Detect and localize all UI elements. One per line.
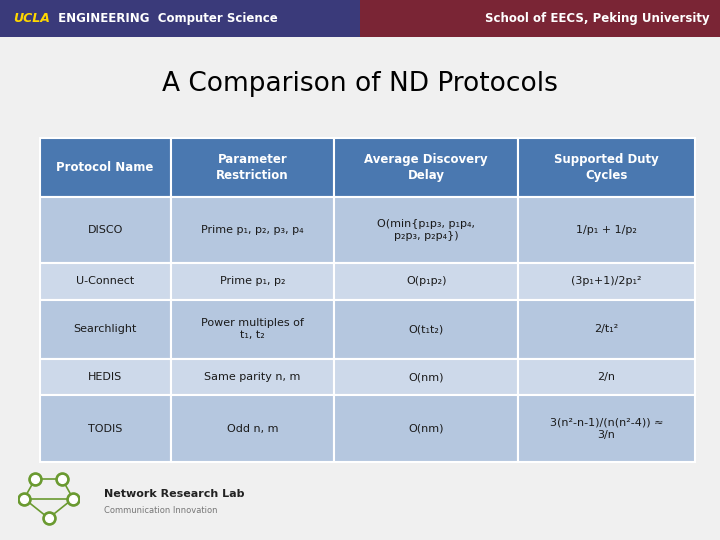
Point	[30, 475, 41, 483]
Text: O(nm): O(nm)	[408, 423, 444, 434]
Bar	[334, 197, 518, 263]
Bar	[518, 263, 695, 300]
Bar	[334, 359, 518, 395]
Bar	[518, 359, 695, 395]
Text: Odd n, m: Odd n, m	[227, 423, 279, 434]
Point	[68, 494, 79, 503]
Text: Power multiples of
t₁, t₂: Power multiples of t₁, t₂	[201, 318, 304, 340]
Text: O(min{p₁p₃, p₁p₄,
p₂p₃, p₂p₄}): O(min{p₁p₃, p₁p₄, p₂p₃, p₂p₄})	[377, 219, 475, 241]
Text: 2/t₁²: 2/t₁²	[594, 324, 618, 334]
Bar	[334, 138, 518, 197]
Text: Supported Duty
Cycles: Supported Duty Cycles	[554, 153, 659, 181]
Text: HEDIS: HEDIS	[88, 372, 122, 382]
Bar	[40, 263, 171, 300]
Bar	[518, 300, 695, 359]
Bar	[40, 300, 171, 359]
Text: Network Research Lab: Network Research Lab	[104, 489, 245, 499]
Bar	[40, 359, 171, 395]
Text: O(nm): O(nm)	[408, 372, 444, 382]
Text: ENGINEERING  Computer Science: ENGINEERING Computer Science	[54, 12, 278, 25]
Text: 1/p₁ + 1/p₂: 1/p₁ + 1/p₂	[576, 225, 636, 235]
Text: 3(n²-n-1)/(n(n²-4)) ≈
3/n: 3(n²-n-1)/(n(n²-4)) ≈ 3/n	[549, 417, 663, 440]
Bar	[171, 395, 334, 462]
Bar	[334, 395, 518, 462]
Text: School of EECS, Peking University: School of EECS, Peking University	[485, 12, 709, 25]
Text: U-Connect: U-Connect	[76, 276, 134, 286]
Point	[56, 475, 68, 483]
Bar	[0, 0, 360, 37]
Bar	[518, 395, 695, 462]
Bar	[518, 138, 695, 197]
Bar	[40, 138, 171, 197]
Bar	[171, 197, 334, 263]
Bar	[334, 300, 518, 359]
Text: TODIS: TODIS	[88, 423, 122, 434]
Bar	[171, 263, 334, 300]
Point	[30, 475, 41, 483]
Bar	[40, 197, 171, 263]
Text: 2/n: 2/n	[598, 372, 616, 382]
Text: Parameter
Restriction: Parameter Restriction	[216, 153, 289, 181]
Point	[56, 475, 68, 483]
Bar	[171, 138, 334, 197]
Text: Prime p₁, p₂, p₃, p₄: Prime p₁, p₂, p₃, p₄	[201, 225, 304, 235]
Text: A Comparison of ND Protocols: A Comparison of ND Protocols	[162, 71, 558, 97]
Bar	[334, 263, 518, 300]
Bar	[360, 0, 720, 37]
Text: Searchlight: Searchlight	[73, 324, 137, 334]
Text: Prime p₁, p₂: Prime p₁, p₂	[220, 276, 285, 286]
Bar	[171, 359, 334, 395]
Point	[43, 514, 55, 523]
Text: (3p₁+1)/2p₁²: (3p₁+1)/2p₁²	[571, 276, 642, 286]
Text: Average Discovery
Delay: Average Discovery Delay	[364, 153, 488, 181]
Point	[43, 514, 55, 523]
Text: O(p₁p₂): O(p₁p₂)	[406, 276, 446, 286]
Bar	[518, 197, 695, 263]
Point	[19, 494, 30, 503]
Point	[19, 494, 30, 503]
Text: UCLA: UCLA	[13, 12, 50, 25]
Text: DISCO: DISCO	[87, 225, 123, 235]
Point	[68, 494, 79, 503]
Text: Communication Innovation: Communication Innovation	[104, 506, 218, 515]
Bar	[40, 395, 171, 462]
Text: O(t₁t₂): O(t₁t₂)	[408, 324, 444, 334]
Text: Protocol Name: Protocol Name	[56, 161, 154, 174]
Text: Same parity n, m: Same parity n, m	[204, 372, 301, 382]
Bar	[171, 300, 334, 359]
